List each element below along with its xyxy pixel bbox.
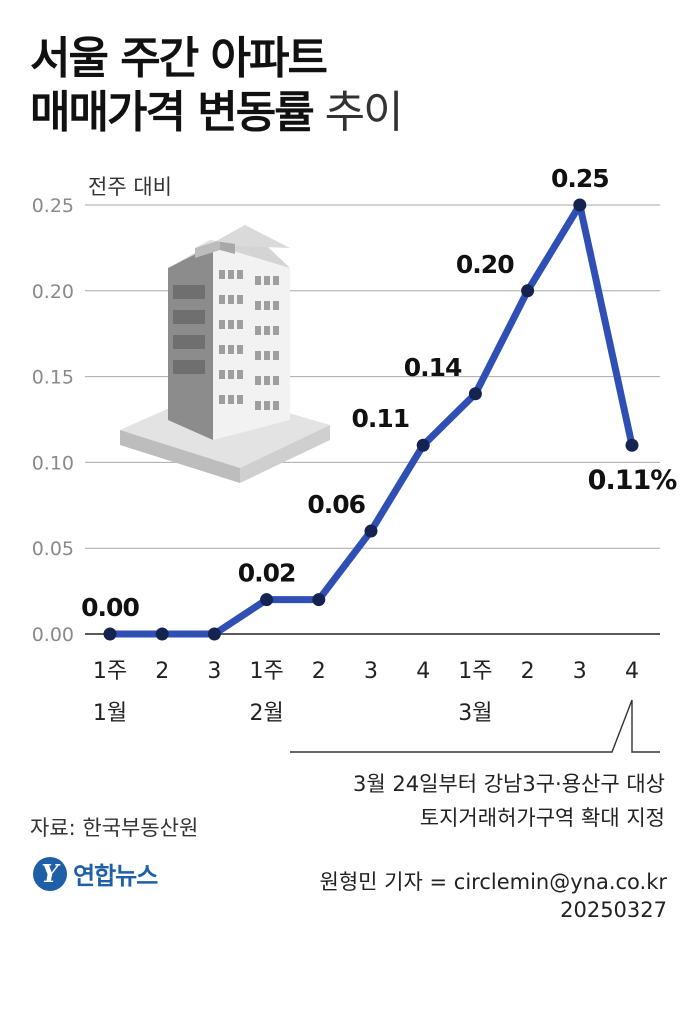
month-label: 3월: [458, 701, 492, 726]
window: [255, 401, 261, 410]
y-tick-label: 0.25: [32, 195, 74, 217]
data-point: [103, 627, 117, 641]
data-label: 0.25: [551, 164, 609, 193]
window: [273, 376, 279, 385]
data-point: [312, 593, 326, 607]
y-tick-label: 0.05: [32, 538, 74, 560]
window: [264, 401, 270, 410]
window: [237, 270, 243, 279]
yonhap-logo: Y 연합뉴스: [33, 856, 158, 891]
line-chart: 전주 대비0.000.050.100.150.200.25 1주 2 3 1주 2 3 4 1…: [32, 164, 678, 753]
data-label: 0.00: [81, 593, 139, 622]
x-tick-label: 2: [521, 659, 535, 684]
window: [273, 351, 279, 360]
window: [255, 301, 261, 310]
data-label: 0.06: [307, 490, 365, 519]
window: [219, 370, 225, 379]
grid-lines: 전주 대비 0.00 0.05 0.10 0.15 0.20 0.25: [32, 175, 660, 646]
x-tick-label: 2: [312, 659, 326, 684]
window: [237, 395, 243, 404]
data-point: [573, 198, 587, 212]
window: [264, 276, 270, 285]
data-label: 0.20: [456, 250, 514, 279]
x-tick-label: 1주: [249, 659, 283, 684]
window: [255, 326, 261, 335]
x-tick-label: 1주: [458, 659, 492, 684]
y-unit-label: 전주 대비: [88, 175, 172, 199]
annotation-line2: 토지거래허가구역 확대 지정: [419, 806, 665, 830]
logo-text: 연합뉴스: [73, 862, 158, 890]
y-tick-label: 0.20: [32, 281, 74, 303]
window: [255, 276, 261, 285]
window: [237, 320, 243, 329]
window: [219, 295, 225, 304]
window: [228, 270, 234, 279]
window: [264, 326, 270, 335]
annotation-bracket: [290, 699, 660, 753]
window: [219, 270, 225, 279]
y-tick-label: 0.00: [32, 624, 74, 646]
headline-line2: 매매가격 변동률 추이: [30, 86, 404, 140]
annotation-line1: 3월 24일부터 강남3구·용산구 대상: [353, 772, 665, 796]
headline: 서울 주간 아파트 매매가격 변동률 추이: [30, 32, 404, 140]
window: [228, 295, 234, 304]
month-label: 2월: [249, 701, 283, 726]
headline-line2-bold: 매매가격 변동률: [30, 87, 315, 138]
source-text: 자료: 한국부동산원: [30, 816, 199, 840]
credit-line1: 원형민 기자 = circlemin@yna.co.kr: [319, 870, 667, 894]
window: [273, 301, 279, 310]
window: [228, 320, 234, 329]
data-point: [468, 387, 482, 401]
window: [273, 401, 279, 410]
data-label: 0.14: [404, 353, 462, 382]
data-point: [625, 438, 639, 452]
window: [228, 395, 234, 404]
data-point: [416, 438, 430, 452]
data-label: 0.11%: [588, 465, 678, 496]
data-label: 0.02: [238, 559, 296, 588]
credit: 원형민 기자 = circlemin@yna.co.kr 20250327: [320, 868, 667, 924]
window: [264, 301, 270, 310]
headline-line2-light: 추이: [312, 87, 404, 138]
x-tick-label: 4: [416, 659, 430, 684]
data-point: [207, 627, 221, 641]
x-tick-label: 2: [155, 659, 169, 684]
y-tick-label: 0.10: [32, 452, 74, 474]
window: [237, 370, 243, 379]
window: [273, 276, 279, 285]
x-tick-label: 3: [364, 659, 378, 684]
window: [219, 395, 225, 404]
x-tick-label: 1주: [93, 659, 127, 684]
window: [237, 295, 243, 304]
window: [228, 370, 234, 379]
window: [237, 345, 243, 354]
logo-mark-icon: Y: [33, 856, 67, 891]
window: [264, 376, 270, 385]
x-axis: 1주 2 3 1주 2 3 4 1주 2 3 4 1월 2월 3월: [93, 659, 639, 726]
window: [219, 345, 225, 354]
window: [255, 351, 261, 360]
building-illustration: [120, 225, 330, 483]
window: [273, 326, 279, 335]
credit-date: 20250327: [560, 898, 667, 922]
y-tick-label: 0.15: [32, 367, 74, 389]
data-point: [155, 627, 169, 641]
data-point: [260, 593, 274, 607]
x-tick-label: 3: [573, 659, 587, 684]
series-line: [103, 198, 639, 641]
annotation-note: 3월 24일부터 강남3구·용산구 대상 토지거래허가구역 확대 지정: [353, 767, 665, 835]
window: [264, 351, 270, 360]
x-tick-label: 3: [207, 659, 221, 684]
data-point: [364, 524, 378, 538]
window: [219, 320, 225, 329]
headline-line1: 서울 주간 아파트: [30, 33, 328, 84]
month-label: 1월: [93, 701, 127, 726]
data-labels: 0.00 0.02 0.06 0.11 0.14 0.20 0.25 0.11%: [81, 164, 678, 622]
data-label: 0.11: [352, 404, 410, 433]
x-tick-label: 4: [625, 659, 639, 684]
window: [228, 345, 234, 354]
window: [255, 376, 261, 385]
data-point: [521, 284, 535, 298]
